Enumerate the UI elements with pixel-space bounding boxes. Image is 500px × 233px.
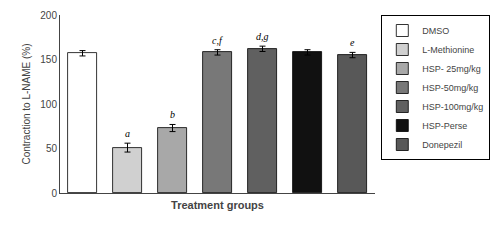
- svg-text:100: 100: [40, 99, 57, 110]
- svg-text:DMSO: DMSO: [422, 26, 449, 36]
- svg-text:HSP-Perse: HSP-Perse: [422, 121, 467, 131]
- svg-text:200: 200: [40, 10, 57, 21]
- svg-text:b: b: [170, 109, 175, 120]
- svg-text:0: 0: [51, 188, 57, 199]
- svg-text:a: a: [125, 128, 130, 139]
- svg-text:Donepezil: Donepezil: [422, 140, 462, 150]
- svg-text:c,f: c,f: [212, 35, 223, 46]
- svg-text:L-Methionine: L-Methionine: [422, 45, 474, 55]
- svg-text:Treatment groups: Treatment groups: [171, 199, 264, 211]
- svg-text:HSP-50mg/kg: HSP-50mg/kg: [422, 83, 478, 93]
- svg-text:HSP-100mg/kg: HSP-100mg/kg: [422, 102, 483, 112]
- svg-text:d,g: d,g: [256, 31, 269, 42]
- svg-text:e: e: [350, 37, 355, 48]
- svg-text:150: 150: [40, 54, 57, 65]
- svg-text:HSP- 25mg/kg: HSP- 25mg/kg: [422, 64, 481, 74]
- svg-text:50: 50: [46, 143, 58, 154]
- svg-text:Contraction to L-NAME (%): Contraction to L-NAME (%): [21, 43, 32, 164]
